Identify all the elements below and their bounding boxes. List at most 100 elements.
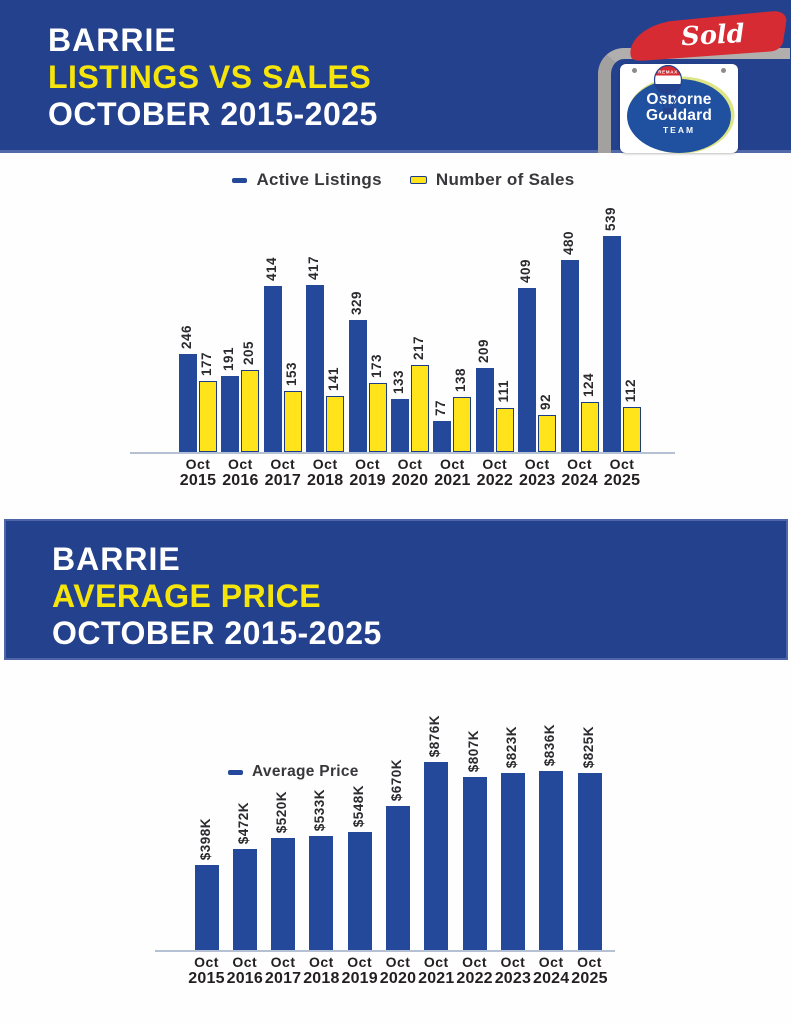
sold-flag-text: Sold [680, 19, 745, 52]
bar-average-price-2023 [500, 773, 525, 950]
x-axis-year: 2023 [518, 472, 556, 489]
remax-balloon-icon: REMAX [653, 65, 683, 115]
x-axis-label-2017: Oct 2017 [251, 954, 315, 988]
x-axis-month: Oct [500, 954, 526, 970]
team-name-line3: TEAM [662, 125, 696, 135]
bar-value-label: 92 [538, 393, 554, 410]
legend-label: Average Price [252, 763, 359, 780]
bar-number-of-sales-2024 [580, 402, 599, 452]
x-axis-label-2025: Oct 2025 [590, 456, 654, 490]
x-axis-year: 2023 [494, 970, 532, 987]
bar-active-listings-2022 [475, 368, 494, 452]
x-axis-year: 2015 [188, 970, 225, 987]
x-axis-month: Oct [270, 954, 296, 970]
x-axis-label-2019: Oct 2019 [328, 954, 392, 988]
legend-item-number-of-sales: Number of Sales [409, 170, 575, 190]
x-axis-label-2016: Oct 2016 [213, 954, 277, 988]
x-axis-month: Oct [609, 456, 635, 472]
bar-value-label: 417 [306, 255, 322, 280]
bar-average-price-2019 [347, 832, 372, 950]
x-axis-month: Oct [227, 456, 253, 472]
bar-number-of-sales-2022 [495, 408, 514, 452]
x-axis-label-2020: Oct 2020 [378, 456, 442, 490]
x-axis-year: 2024 [561, 472, 598, 489]
x-axis-year: 2019 [341, 970, 378, 987]
bar-value-label: 124 [580, 372, 596, 397]
x-axis-label-2015: Oct 2015 [175, 954, 239, 988]
bar-active-listings-2024 [560, 260, 579, 452]
bar-value-label: 191 [221, 346, 237, 371]
bar-value-label: 329 [348, 290, 364, 315]
header2-subject: AVERAGE PRICE [52, 578, 322, 614]
bar-value-label: $823K [503, 725, 519, 768]
bar-value-label: 539 [603, 206, 618, 231]
bar-value-label: $825K [580, 725, 596, 768]
x-axis-year: 2020 [379, 970, 417, 987]
bar-active-listings-2018 [306, 285, 325, 452]
screw-icon [721, 68, 726, 73]
x-axis-label-2025: Oct 2025 [558, 954, 622, 988]
team-name-line2: Goddard [646, 107, 712, 124]
x-axis-month: Oct [462, 954, 488, 970]
bar-value-label: 133 [391, 369, 406, 394]
bar-active-listings-2015 [179, 354, 197, 452]
bar-average-price-2018 [309, 836, 334, 950]
bar-average-price-2015 [194, 865, 219, 950]
bar-number-of-sales-2019 [368, 383, 387, 452]
x-axis-month: Oct [538, 954, 564, 970]
x-axis-month: Oct [347, 954, 373, 970]
bar-value-label: 414 [263, 256, 279, 281]
bar-active-listings-2019 [348, 320, 367, 452]
x-axis-label-2018: Oct 2018 [293, 456, 357, 490]
x-axis-label-2024: Oct 2024 [548, 456, 612, 490]
bar-value-label: $472K [235, 801, 251, 844]
x-axis-year: 2018 [303, 970, 340, 987]
bar-number-of-sales-2018 [326, 396, 345, 452]
bar-value-label: 112 [623, 378, 638, 402]
x-axis-label-2024: Oct 2024 [519, 954, 583, 988]
balloon-brand-text: REMAX [658, 70, 678, 75]
bar-average-price-2025 [577, 773, 602, 950]
x-axis-line [130, 452, 675, 454]
bar-value-label: $520K [274, 790, 290, 833]
header2-period: OCTOBER 2015-2025 [52, 615, 382, 651]
x-axis-label-2023: Oct 2023 [505, 456, 569, 490]
bar-average-price-2016 [232, 849, 257, 950]
x-axis-label-2021: Oct 2021 [404, 954, 468, 988]
legend-label: Number of Sales [435, 170, 575, 189]
price-chart-plot: $398K $472K $520K $533K $548K $670K $876K $807K… [0, 660, 791, 987]
x-axis-year: 2021 [418, 970, 455, 987]
listings-chart-plot: 246 191 414 417 329 133 77 209 409 480 539 177 205 15… [0, 153, 791, 489]
bar-active-listings-2021 [433, 421, 452, 452]
bar-value-label: 153 [283, 361, 299, 386]
x-axis-year: 2016 [222, 472, 259, 489]
x-axis-month: Oct [308, 954, 334, 970]
bar-active-listings-2016 [221, 376, 240, 452]
price-chart-legend: Average Price [228, 763, 359, 781]
x-axis-year: 2022 [476, 472, 513, 489]
x-axis-label-2020: Oct 2020 [366, 954, 430, 988]
number-of-sales-legend-dash-icon [409, 176, 427, 184]
listings-chart-legend: Active Listings Number of Sales [8, 170, 791, 190]
bar-number-of-sales-2020 [411, 365, 429, 452]
x-axis-label-2022: Oct 2022 [463, 456, 527, 490]
x-axis-year: 2024 [532, 970, 570, 987]
active-listings-legend-dash-icon [232, 177, 248, 183]
x-axis-month: Oct [185, 456, 211, 472]
x-axis-month: Oct [524, 456, 550, 472]
x-axis-month: Oct [232, 954, 258, 970]
x-axis-year: 2021 [434, 472, 471, 489]
x-axis-label-2022: Oct 2022 [443, 954, 507, 988]
header1-subject: LISTINGS VS SALES [48, 59, 372, 95]
osborne-goddard-logo: Sold Osborne Goddard TEAM REMAX [596, 11, 790, 153]
x-axis-month: Oct [270, 456, 296, 472]
screw-icon [632, 68, 637, 73]
bar-value-label: 246 [179, 324, 194, 349]
x-axis-month: Oct [397, 456, 423, 472]
bar-value-label: $876K [427, 714, 443, 757]
header2-city: BARRIE [52, 541, 181, 577]
x-axis-year: 2015 [179, 472, 217, 489]
bar-number-of-sales-2016 [241, 370, 260, 452]
x-axis-year: 2020 [391, 472, 429, 489]
